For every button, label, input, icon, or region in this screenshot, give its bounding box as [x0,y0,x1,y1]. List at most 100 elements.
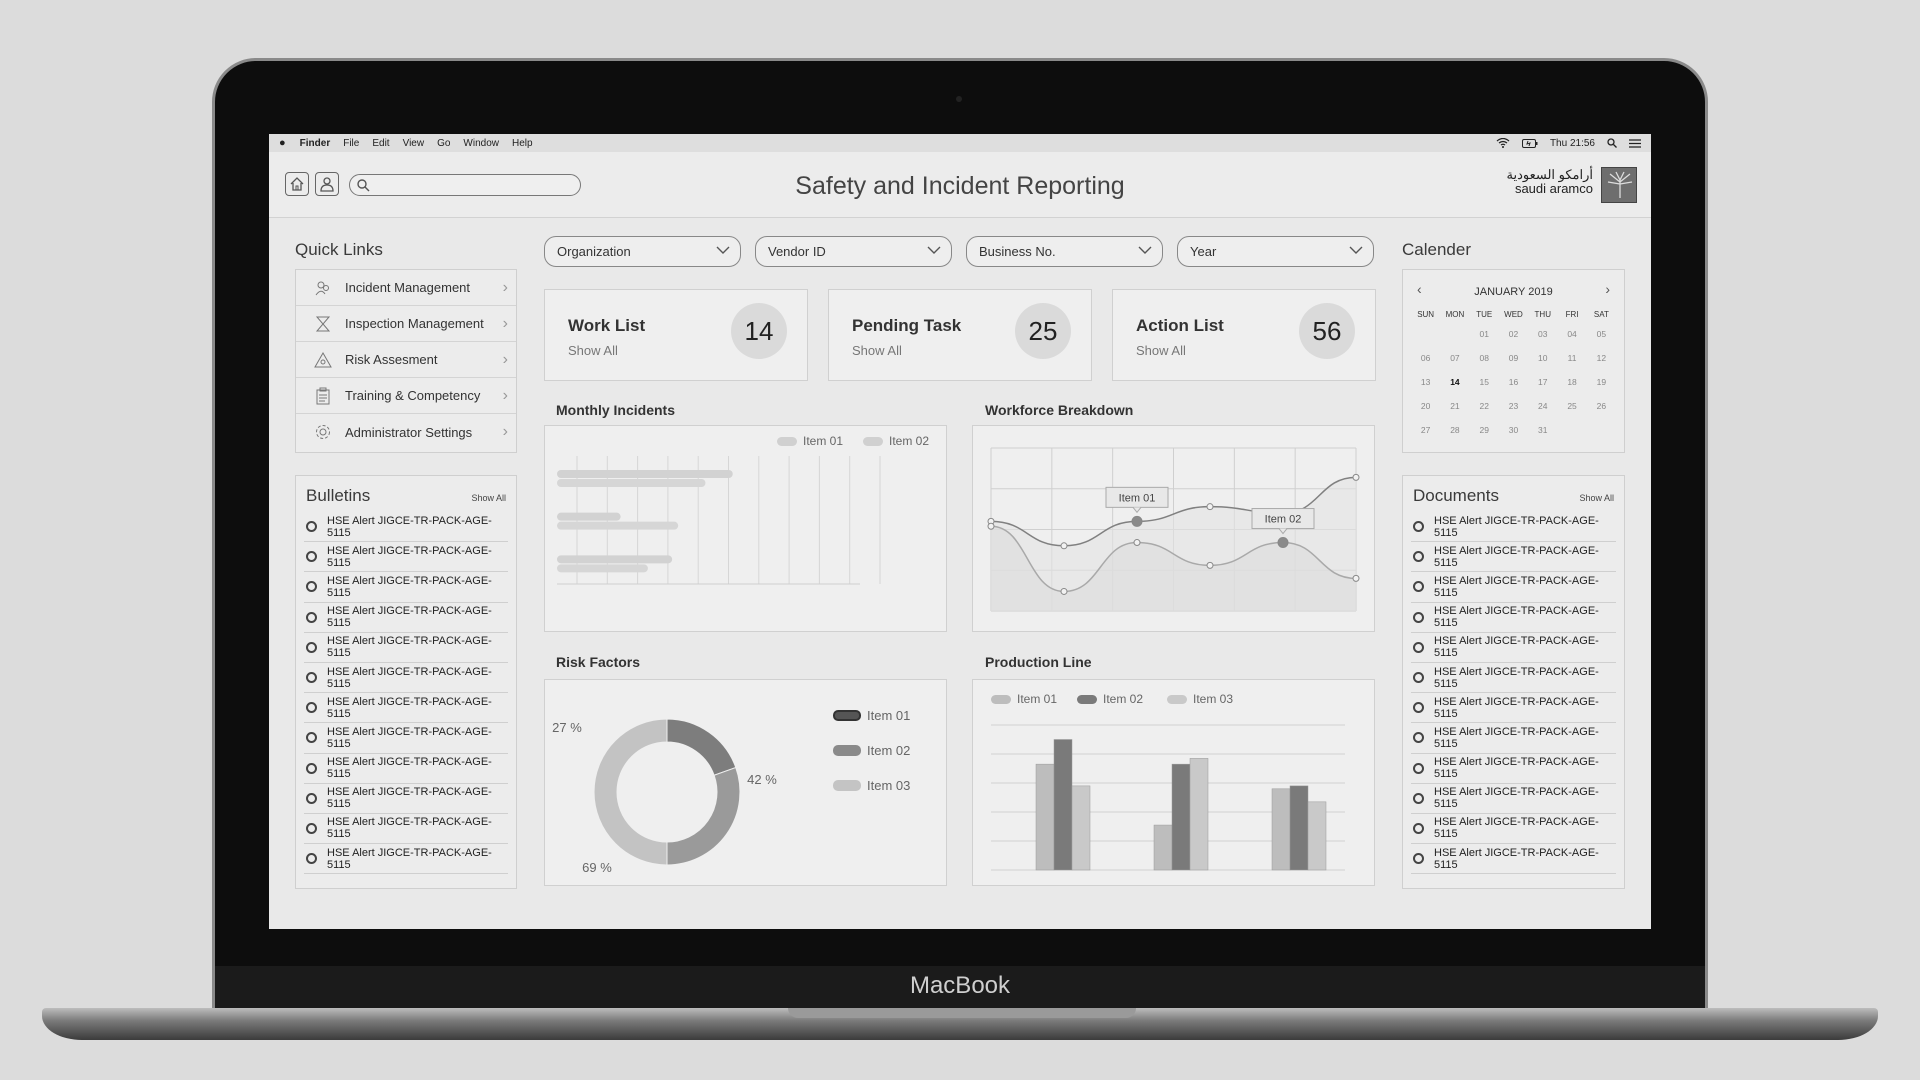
calendar-date[interactable]: 04 [1567,329,1577,339]
calendar-date[interactable]: 16 [1508,377,1519,387]
calendar-date[interactable]: 28 [1450,425,1460,435]
radio-icon [306,732,317,744]
menu-go[interactable]: Go [437,137,451,149]
pie-label-2: 42 % [747,772,777,787]
wifi-icon[interactable] [1496,138,1510,148]
document-list-item[interactable]: HSE Alert JIGCE-TR-PACK-AGE-5115 [1411,723,1616,754]
document-list-item[interactable]: HSE Alert JIGCE-TR-PACK-AGE-5115 [1411,633,1616,663]
calendar-date[interactable]: 18 [1567,377,1577,387]
calendar-date[interactable]: 03 [1538,329,1548,339]
quick-link-administrator-settings[interactable]: Administrator Settings › [296,414,516,450]
bulletin-list-item[interactable]: HSE Alert JIGCE-TR-PACK-AGE-5115 [304,633,508,663]
document-list-item[interactable]: HSE Alert JIGCE-TR-PACK-AGE-5115 [1411,844,1616,875]
bar-2-A [557,479,706,487]
calendar-date[interactable]: 15 [1479,377,1489,387]
work-list-card[interactable]: Work List Show All 14 [544,289,808,381]
menu-finder[interactable]: Finder [299,137,331,149]
pending-task-card[interactable]: Pending Task Show All 25 [828,289,1092,381]
apple-icon[interactable]: ● [279,137,286,149]
bulletin-list-item[interactable]: HSE Alert JIGCE-TR-PACK-AGE-5115 [304,844,508,875]
calendar-date[interactable]: 10 [1538,353,1548,363]
calendar-date[interactable]: 23 [1508,401,1519,411]
calendar-date[interactable]: 05 [1596,329,1607,339]
calendar-date[interactable]: 02 [1508,329,1519,339]
menu-file[interactable]: File [343,137,360,149]
calendar-date[interactable]: 27 [1420,425,1431,435]
calendar-date[interactable]: 25 [1567,401,1577,411]
quick-link-training-competency[interactable]: Training & Competency › [296,378,516,414]
vendor-id-dropdown[interactable]: Vendor ID [755,236,952,267]
calendar-date[interactable]: 17 [1538,377,1548,387]
calendar-date[interactable]: 09 [1508,353,1519,363]
card-show-all-link[interactable]: Show All [568,343,618,358]
calendar-date[interactable]: 30 [1508,425,1519,435]
monthly-incidents-plot [557,456,881,585]
battery-icon[interactable] [1521,138,1538,148]
bulletin-list-item[interactable]: HSE Alert JIGCE-TR-PACK-AGE-5115 [304,572,508,603]
spotlight-icon[interactable] [1607,138,1617,148]
bulletin-list-item[interactable]: HSE Alert JIGCE-TR-PACK-AGE-5115 [304,723,508,754]
card-count-badge: 14 [731,303,787,359]
calendar-date[interactable]: 07 [1450,353,1460,363]
quick-link-risk-assesment[interactable]: Risk Assesment › [296,342,516,378]
monthly-incidents-title: Monthly Incidents [556,402,675,418]
bulletin-list-item[interactable]: HSE Alert JIGCE-TR-PACK-AGE-5115 [304,754,508,784]
business-no-dropdown[interactable]: Business No. [966,236,1163,267]
notification-center-icon[interactable] [1629,138,1641,148]
calendar-date[interactable]: 29 [1479,425,1489,435]
menu-edit[interactable]: Edit [372,137,390,149]
organization-dropdown[interactable]: Organization [544,236,741,267]
calendar-date[interactable]: 13 [1420,377,1431,387]
bulletin-list-item[interactable]: HSE Alert JIGCE-TR-PACK-AGE-5115 [304,814,508,845]
calendar-date[interactable]: 20 [1420,401,1431,411]
calendar-date[interactable]: 08 [1479,353,1489,363]
bulletin-list-item[interactable]: HSE Alert JIGCE-TR-PACK-AGE-5115 [304,512,508,543]
calendar-date[interactable]: 21 [1450,401,1460,411]
calendar-date[interactable]: 06 [1420,353,1431,363]
menu-view[interactable]: View [402,137,425,149]
document-list-item[interactable]: HSE Alert JIGCE-TR-PACK-AGE-5115 [1411,784,1616,814]
document-list-item[interactable]: HSE Alert JIGCE-TR-PACK-AGE-5115 [1411,814,1616,845]
calendar-date[interactable]: 19 [1596,377,1607,387]
year-dropdown[interactable]: Year [1177,236,1374,267]
documents-show-all-link[interactable]: Show All [1579,493,1614,503]
bulletins-show-all-link[interactable]: Show All [471,493,506,503]
document-list-item[interactable]: HSE Alert JIGCE-TR-PACK-AGE-5115 [1411,572,1616,603]
search-input[interactable] [349,174,581,196]
radio-icon [1413,702,1424,714]
profile-button[interactable] [315,172,339,196]
document-list-item[interactable]: HSE Alert JIGCE-TR-PACK-AGE-5115 [1411,663,1616,694]
bulletin-list-item[interactable]: HSE Alert JIGCE-TR-PACK-AGE-5115 [304,693,508,724]
quick-link-inspection-management[interactable]: Inspection Management › [296,306,516,342]
calendar-date[interactable]: 22 [1479,401,1489,411]
legend-item-02: Item 02 [1077,692,1143,706]
document-list-item[interactable]: HSE Alert JIGCE-TR-PACK-AGE-5115 [1411,693,1616,724]
document-list-item[interactable]: HSE Alert JIGCE-TR-PACK-AGE-5115 [1411,754,1616,784]
action-list-card[interactable]: Action List Show All 56 [1112,289,1376,381]
home-button[interactable] [285,172,309,196]
chevron-right-icon: › [502,386,508,404]
card-show-all-link[interactable]: Show All [852,343,902,358]
calendar-date[interactable]: 01 [1479,329,1489,339]
bulletin-list-item[interactable]: HSE Alert JIGCE-TR-PACK-AGE-5115 [304,784,508,814]
calendar-prev-button[interactable]: ‹ [1417,281,1422,297]
calendar-date[interactable]: 24 [1538,401,1548,411]
calendar-date[interactable]: 12 [1596,353,1607,363]
menu-window[interactable]: Window [463,137,499,149]
calendar-date[interactable]: 11 [1567,353,1577,363]
calendar-today[interactable]: 14 [1450,377,1460,387]
bulletin-item-label: HSE Alert JIGCE-TR-PACK-AGE-5115 [327,725,492,750]
calendar-date[interactable]: 31 [1538,425,1548,435]
document-list-item[interactable]: HSE Alert JIGCE-TR-PACK-AGE-5115 [1411,603,1616,633]
menu-help[interactable]: Help [512,137,533,149]
document-list-item[interactable]: HSE Alert JIGCE-TR-PACK-AGE-5115 [1411,512,1616,543]
document-list-item[interactable]: HSE Alert JIGCE-TR-PACK-AGE-5115 [1411,542,1616,573]
legend-item-01: Item 01 [833,708,910,723]
calendar-date[interactable]: 26 [1596,401,1607,411]
bulletin-list-item[interactable]: HSE Alert JIGCE-TR-PACK-AGE-5115 [304,603,508,633]
bulletin-list-item[interactable]: HSE Alert JIGCE-TR-PACK-AGE-5115 [304,542,508,573]
bulletin-list-item[interactable]: HSE Alert JIGCE-TR-PACK-AGE-5115 [304,663,508,694]
calendar-next-button[interactable]: › [1605,281,1610,297]
card-show-all-link[interactable]: Show All [1136,343,1186,358]
quick-link-incident-management[interactable]: Incident Management › [296,270,516,306]
